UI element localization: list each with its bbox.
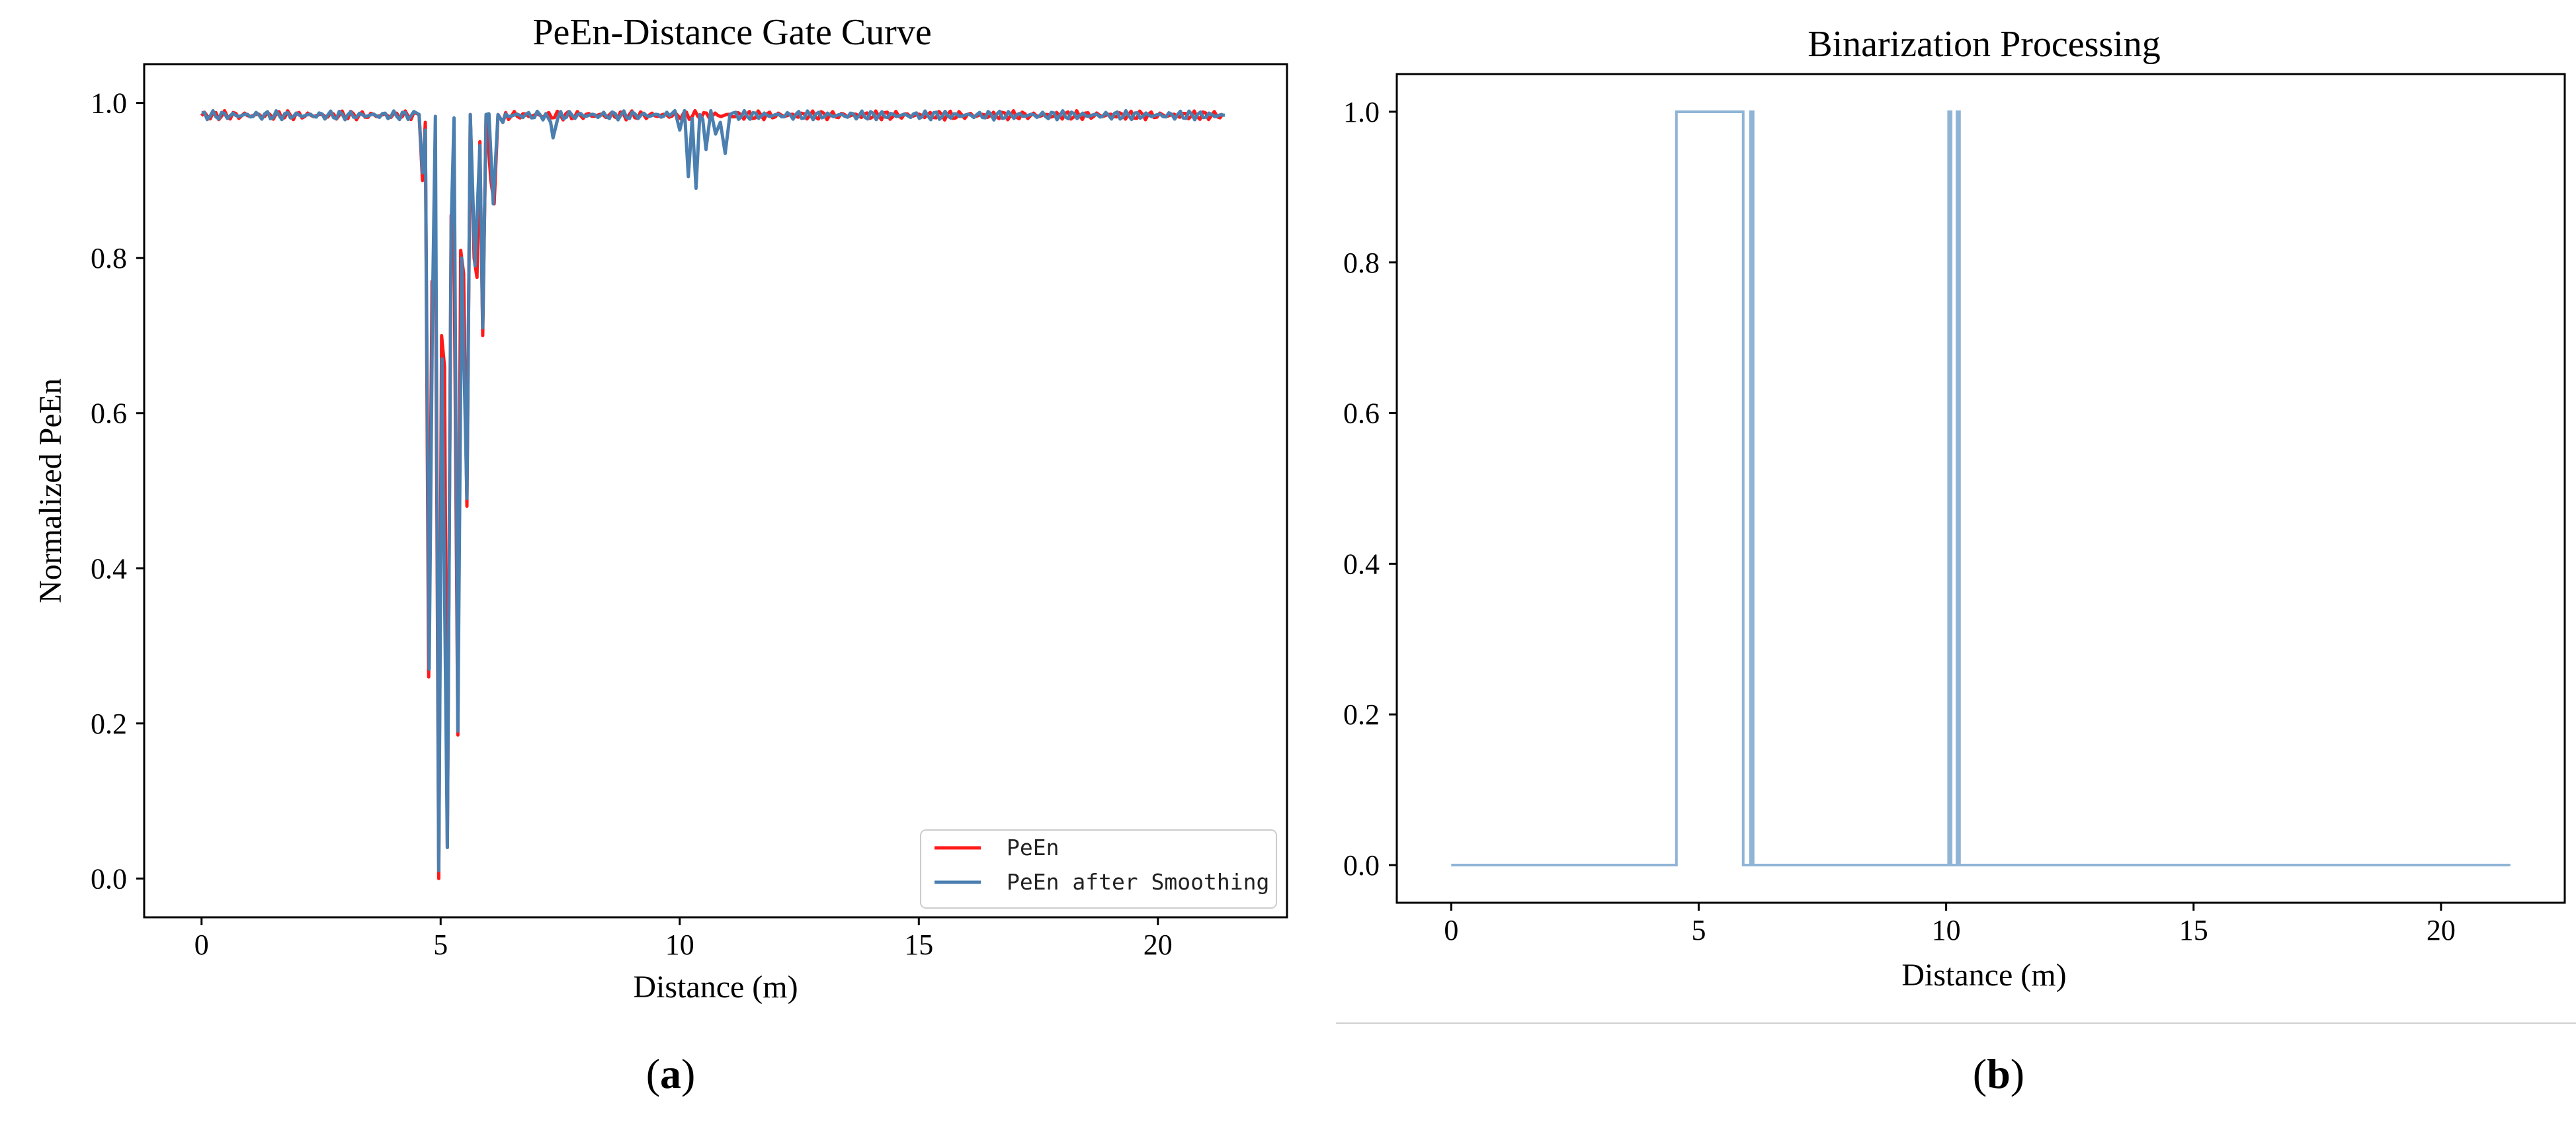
legend-label-smoothed: PeEn after Smoothing	[1007, 869, 1269, 895]
panel-a-x-ticks: 0 5 10 15 20	[194, 917, 1173, 961]
caption-b: (b)	[1973, 1050, 2024, 1097]
panel-b-y-tick-label: 0.0	[1343, 849, 1380, 882]
panel-b-x-axis-title: Distance (m)	[1901, 958, 2066, 993]
panel-a-x-tick-label: 5	[433, 929, 448, 961]
panel-a-y-ticks: 0.0 0.2 0.4 0.6 0.8 1.0	[91, 87, 144, 895]
legend-label-peen: PeEn	[1007, 835, 1059, 860]
panel-b-x-tick-label: 20	[2427, 914, 2456, 946]
series-line-peen	[200, 108, 1225, 880]
panel-a-y-axis-title: Normalized PeEn	[33, 378, 68, 603]
panel-a-y-tick-label: 0.4	[91, 552, 127, 585]
panel-a-y-tick-label: 0.6	[91, 397, 127, 430]
panel-a-title: PeEn-Distance Gate Curve	[532, 12, 931, 53]
panel-a-plot-frame	[143, 63, 1288, 919]
legend-box	[920, 829, 1277, 909]
panel-b-series	[1451, 110, 2511, 866]
panel-b-y-tick-label: 0.2	[1343, 698, 1380, 731]
panel-b-y-tick-label: 0.4	[1343, 548, 1380, 580]
panel-a-x-tick-label: 20	[1143, 929, 1173, 961]
panel-a-y-tick-label: 1.0	[91, 87, 127, 120]
panel-b-chart: Binarization Processing 0.0 0.2 0.4 0.6 0.8 1…	[1343, 24, 2566, 993]
series-line-peen-smoothed	[201, 108, 1226, 873]
panel-b-x-tick-label: 15	[2179, 914, 2208, 946]
panel-b-x-tick-label: 10	[1932, 914, 1961, 946]
panel-b-y-tick-label: 1.0	[1343, 96, 1380, 128]
panel-a-y-tick-label: 0.0	[91, 862, 127, 895]
panel-b-y-tick-label: 0.8	[1343, 247, 1380, 279]
panel-a-series	[200, 108, 1226, 880]
panel-a-x-tick-label: 0	[194, 929, 209, 961]
panel-a-y-tick-label: 0.2	[91, 708, 127, 740]
panel-a-x-tick-label: 15	[904, 929, 933, 961]
panel-b-x-ticks: 0 5 10 15 20	[1444, 903, 2456, 946]
panel-a-x-axis-title: Distance (m)	[633, 970, 798, 1005]
panel-a-x-tick-label: 10	[665, 929, 694, 961]
panel-a-y-tick-label: 0.8	[91, 242, 127, 274]
panel-b-y-tick-label: 0.6	[1343, 397, 1380, 430]
panel-b-plot-frame	[1395, 73, 2566, 904]
panel-a-legend: PeEn PeEn after Smoothing	[920, 829, 1277, 909]
series-line-binary	[1451, 110, 2511, 866]
panel-b-title: Binarization Processing	[1807, 24, 2160, 65]
panel-a-chart: PeEn-Distance Gate Curve 0.0 0.2 0.4 0.6 0.8…	[33, 12, 1288, 1005]
panel-b-y-ticks: 0.0 0.2 0.4 0.6 0.8 1.0	[1343, 96, 1397, 882]
caption-a: (a)	[646, 1050, 696, 1097]
panel-b-x-tick-label: 0	[1444, 914, 1458, 946]
panel-b-x-tick-label: 5	[1691, 914, 1706, 946]
